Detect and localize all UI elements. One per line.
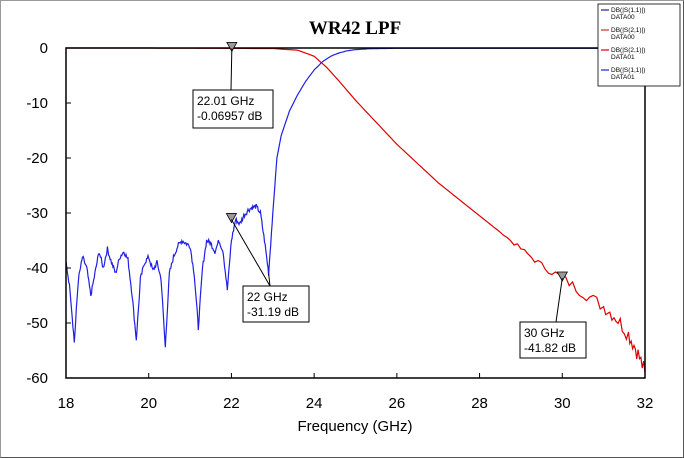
chart-title: WR42 LPF <box>309 18 401 39</box>
marker-box <box>519 321 587 359</box>
y-tick-label: -30 <box>26 205 48 222</box>
x-tick-label: 20 <box>140 395 157 412</box>
legend-label: DB(|S(2,1)|) <box>611 27 645 34</box>
marker-triangle <box>226 41 238 53</box>
marker-annotation: 22.01 GHz-0.06957 dB <box>192 41 274 129</box>
legend-label: DB(|S(1,1)|) <box>611 67 645 74</box>
axis-ticks: 18 20 22 24 26 28 30 32 0 -10 -20 -30 -40 -50 -60 <box>26 40 653 412</box>
legend-entry: DB(|S(2,1)|)DATA01 <box>601 47 645 61</box>
x-tick-label: 28 <box>471 395 488 412</box>
y-tick-label: -40 <box>26 260 48 277</box>
y-tick-label: 0 <box>40 40 48 57</box>
marker-value: -0.06957 dB <box>197 109 262 123</box>
marker-leader <box>268 273 271 287</box>
y-tick-label: -20 <box>26 150 48 167</box>
marker-box <box>242 285 310 323</box>
marker-annotation: 30 GHz-41.82 dB <box>519 271 587 359</box>
legend-dataset: DATA01 <box>611 74 635 81</box>
legend-label: DB(|S(1,1)|) <box>611 7 645 14</box>
marker-value: -31.19 dB <box>247 305 299 319</box>
marker-leader <box>555 277 563 323</box>
marker-leader <box>230 219 271 287</box>
legend-box <box>597 3 681 87</box>
marker-leader <box>230 48 233 91</box>
x-tick-label: 18 <box>58 395 75 412</box>
marker-triangle <box>556 271 568 282</box>
x-axis-label: Frequency (GHz) <box>297 418 412 435</box>
y-tick-label: -50 <box>26 315 48 332</box>
legend-dataset: DATA00 <box>611 34 635 41</box>
legend-dataset: DATA01 <box>611 54 635 61</box>
series-line-s21 <box>66 47 646 373</box>
legend-entry: DB(|S(1,1)|)DATA01 <box>601 67 645 81</box>
series-line-s11 <box>65 47 645 348</box>
marker-annotation: 22 GHz-31.19 dB <box>225 213 310 323</box>
x-tick-label: 26 <box>389 395 406 412</box>
x-tick-label: 32 <box>637 395 654 412</box>
marker-frequency: 22.01 GHz <box>197 94 254 108</box>
marker-triangle <box>225 213 238 224</box>
legend-dataset: DATA00 <box>611 14 635 21</box>
plot-layer <box>65 47 646 373</box>
x-tick-label: 24 <box>306 395 323 412</box>
legend-entry: DB(|S(2,1)|)DATA00 <box>601 27 645 41</box>
markers-layer: 22.01 GHz-0.06957 dB 22 GHz-31.19 dB 30 GH… <box>192 41 587 359</box>
legend: DB(|S(1,1)|)DATA00DB(|S(2,1)|)DATA00DB(|… <box>597 3 681 87</box>
marker-value: -41.82 dB <box>524 341 576 355</box>
legend-entry: DB(|S(1,1)|)DATA00 <box>601 7 645 21</box>
marker-frequency: 30 GHz <box>524 326 565 340</box>
marker-box <box>192 89 274 129</box>
legend-label: DB(|S(2,1)|) <box>611 47 645 54</box>
x-tick-label: 30 <box>554 395 571 412</box>
y-tick-label: -60 <box>26 370 48 387</box>
y-tick-label: -10 <box>26 95 48 112</box>
marker-frequency: 22 GHz <box>247 290 288 304</box>
x-tick-label: 22 <box>223 395 240 412</box>
